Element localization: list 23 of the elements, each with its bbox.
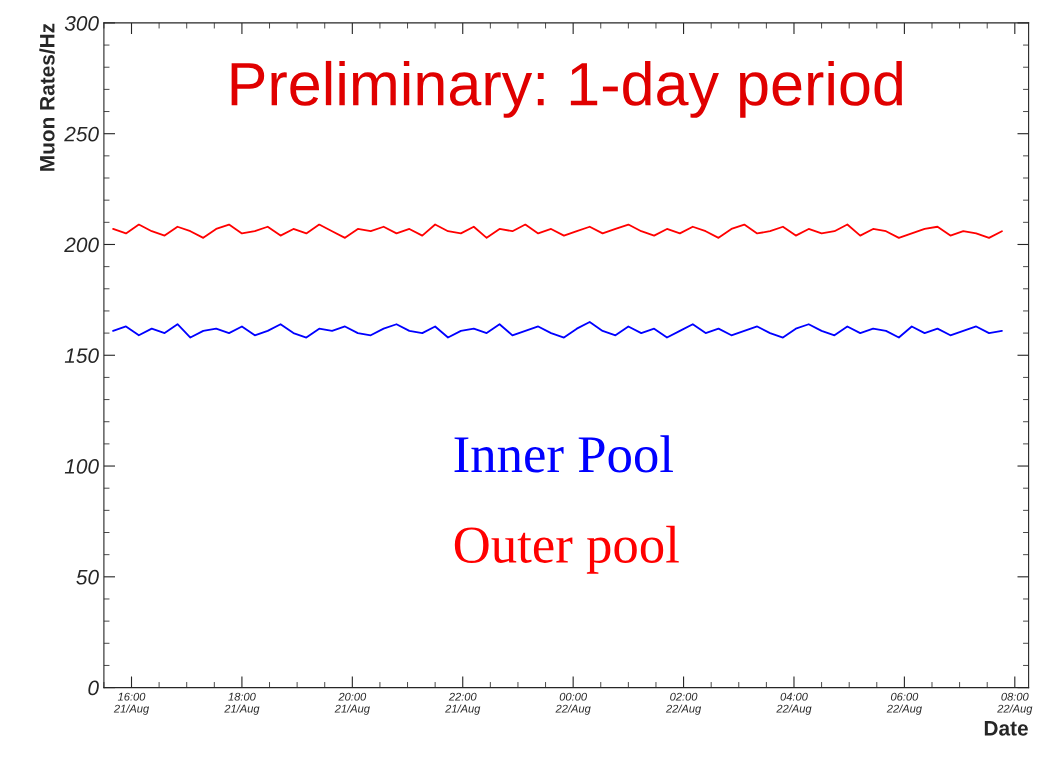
line-series — [112, 223, 1003, 239]
line-series — [112, 321, 1003, 339]
x-tick-label: 04:00 22/Aug — [776, 692, 812, 715]
x-axis-title: Date — [984, 721, 1028, 736]
x-tick-label: 20:00 21/Aug — [334, 692, 370, 715]
x-tick-label: 22:00 21/Aug — [445, 692, 481, 715]
x-tick-label: 00:00 22/Aug — [555, 692, 591, 715]
x-tick-label: 18:00 21/Aug — [224, 692, 260, 715]
annotation: Preliminary: 1-day period — [231, 60, 902, 118]
series-label: Inner Pool — [454, 435, 673, 473]
y-tick-label: 0 — [88, 680, 99, 696]
x-tick-label: 16:00 21/Aug — [113, 692, 150, 715]
y-tick-label: 50 — [76, 569, 99, 585]
x-tick-label: 08:00 22/Aug — [997, 692, 1033, 715]
y-tick-label: 150 — [64, 348, 99, 364]
x-tick-label: 02:00 22/Aug — [665, 692, 702, 715]
x-tick-label: 06:00 22/Aug — [886, 692, 922, 715]
y-tick-label: 200 — [64, 237, 99, 253]
y-axis-title: Muon Rates/Hz — [39, 23, 55, 171]
text: Outer pool — [454, 525, 679, 574]
y-tick-label: 100 — [64, 459, 99, 474]
y-tick-label: 300 — [64, 15, 99, 31]
y-tick-label: 250 — [64, 126, 99, 142]
